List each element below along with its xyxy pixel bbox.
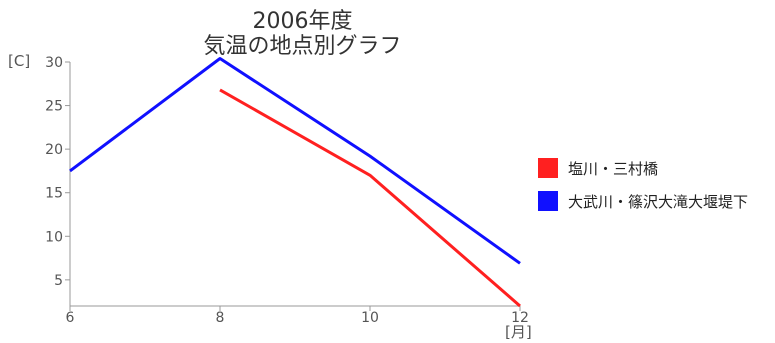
y-tick-label: 30 (45, 55, 63, 71)
y-tick-label: 15 (45, 186, 63, 202)
legend: 塩川・三村橋 大武川・篠沢大滝大堰堤下 (538, 158, 748, 224)
chart-title-line-1: 2006年度 (252, 9, 353, 34)
y-tick-label: 5 (54, 273, 63, 289)
x-tick-label: 6 (66, 310, 75, 326)
y-axis-unit-label: [C] (8, 52, 31, 70)
y-tick-label: 10 (45, 229, 63, 245)
legend-item-1: 塩川・三村橋 (538, 158, 748, 178)
legend-swatch-1 (538, 158, 558, 178)
x-axis-unit-label: [月] (505, 323, 532, 341)
y-tick-label: 20 (45, 142, 63, 158)
x-tick-label: 10 (361, 310, 379, 326)
series-line-1 (219, 88, 521, 308)
legend-label-2: 大武川・篠沢大滝大堰堤下 (568, 192, 749, 211)
series-line-2 (69, 57, 521, 265)
legend-item-2: 大武川・篠沢大滝大堰堤下 (538, 191, 748, 211)
x-tick-label: 12 (511, 310, 529, 326)
y-tick-label: 25 (45, 99, 63, 115)
chart-title-line-2: 気温の地点別グラフ (203, 34, 402, 59)
x-tick-label: 8 (216, 310, 225, 326)
legend-label-1: 塩川・三村橋 (568, 159, 659, 178)
legend-swatch-2 (538, 191, 558, 211)
